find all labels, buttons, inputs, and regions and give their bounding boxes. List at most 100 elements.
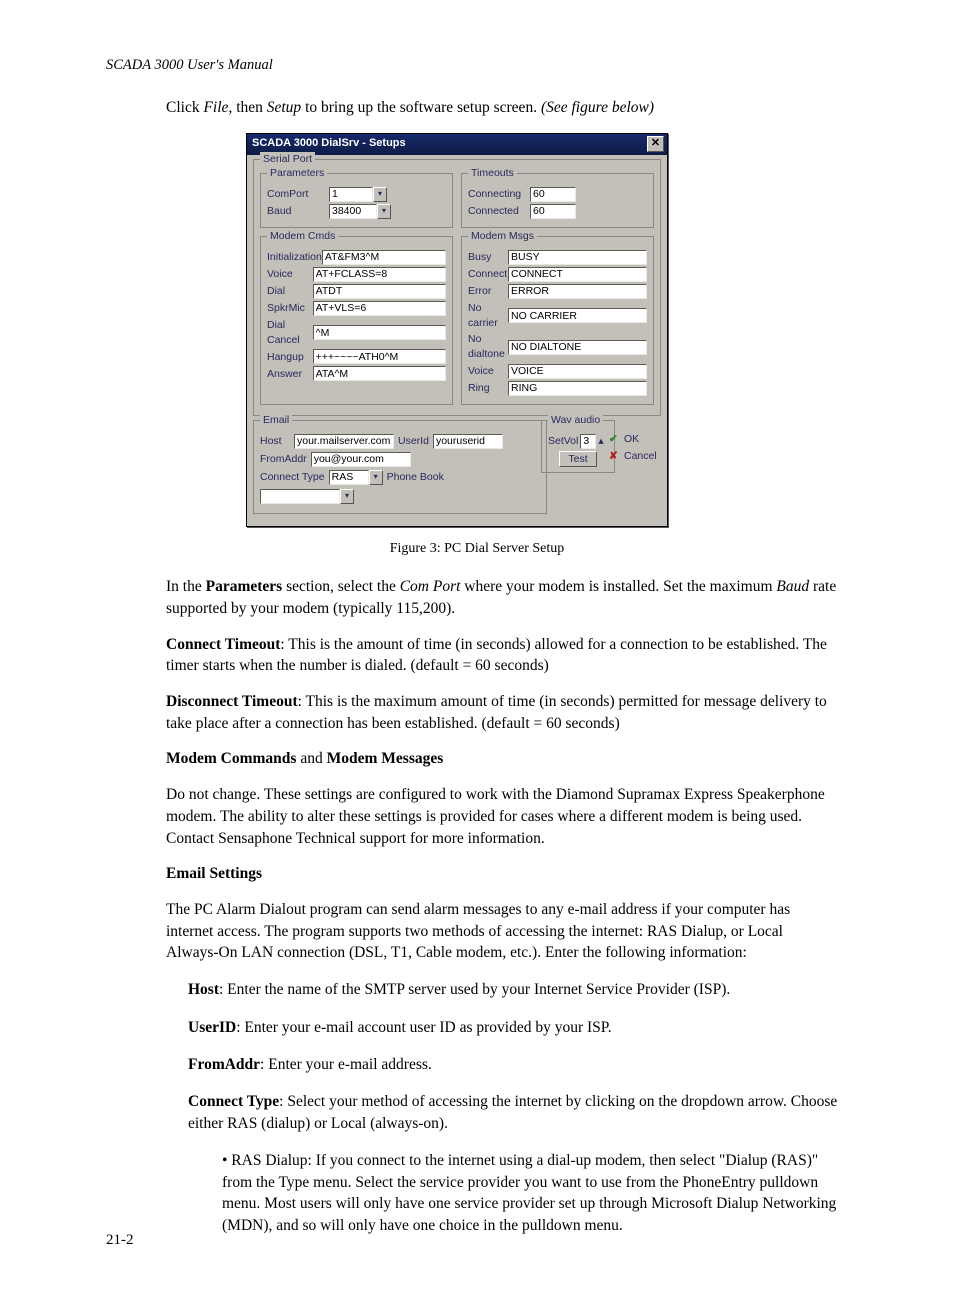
label: Dial Cancel (267, 318, 313, 347)
paragraph: The PC Alarm Dialout program can send al… (166, 899, 838, 964)
paragraph: FromAddr: Enter your e-mail address. (188, 1054, 838, 1076)
busy-input[interactable] (508, 250, 647, 265)
group-label: Parameters (267, 166, 327, 181)
hangup-input[interactable] (313, 349, 446, 364)
t: Parameters (206, 578, 283, 595)
label: SpkrMic (267, 301, 313, 316)
init-input[interactable] (322, 250, 446, 265)
paragraph: Disconnect Timeout: This is the maximum … (166, 691, 838, 734)
dialog-figure: SCADA 3000 DialSrv - Setups ✕ Serial Por… (246, 133, 848, 527)
voice-input[interactable] (313, 267, 446, 282)
close-icon[interactable]: ✕ (647, 136, 664, 152)
paragraph: Host: Enter the name of the SMTP server … (188, 979, 838, 1001)
label: Voice (267, 267, 313, 282)
chevron-down-icon[interactable]: ▾ (377, 204, 391, 219)
label: Connected (468, 204, 530, 219)
t: : Select your method of accessing the in… (188, 1093, 837, 1132)
email-group: Email Host UserId FromAddr Connect (253, 420, 547, 514)
heading: Email Settings (166, 863, 838, 885)
group-label: Serial Port (260, 152, 315, 167)
label: Connect (468, 267, 508, 282)
t: Click (166, 99, 203, 116)
label: No carrier (468, 301, 508, 330)
spkrmic-input[interactable] (313, 301, 446, 316)
t: section, select the (282, 578, 400, 595)
close-icon: ✘ (609, 449, 621, 464)
group-label: Wav audio (548, 413, 603, 428)
t: File (203, 99, 228, 116)
comport-input[interactable] (329, 187, 373, 202)
ctype-input[interactable] (329, 470, 369, 485)
paragraph: Connect Timeout: This is the amount of t… (166, 634, 838, 677)
heading: Modem Commands and Modem Messages (166, 748, 838, 770)
label: Initialization (267, 250, 322, 265)
page-number: 21-2 (106, 1230, 134, 1251)
label: Dial (267, 284, 313, 299)
dialcancel-input[interactable] (313, 325, 446, 340)
connecting-input[interactable] (530, 187, 576, 202)
modem-msgs-group: Modem Msgs Busy Connect Error No carrier… (461, 236, 654, 405)
nocarrier-input[interactable] (508, 308, 647, 323)
label: Hangup (267, 350, 313, 365)
t: Modem Messages (327, 750, 444, 767)
t: Baud (776, 578, 809, 595)
parameters-group: Parameters ComPort▾ Baud▾ (260, 173, 453, 228)
label: Voice (468, 364, 508, 379)
t: FromAddr (188, 1056, 260, 1073)
t: Host (188, 981, 219, 998)
paragraph: Do not change. These settings are config… (166, 784, 838, 849)
voice-msg-input[interactable] (508, 364, 647, 379)
label: ComPort (267, 187, 329, 202)
connect-input[interactable] (508, 267, 647, 282)
paragraph: Connect Type: Select your method of acce… (188, 1091, 838, 1134)
t: : Enter your e-mail account user ID as p… (236, 1019, 611, 1036)
label: No dialtone (468, 332, 508, 361)
spinner-icon[interactable]: ▴ (598, 434, 603, 449)
modem-cmds-group: Modem Cmds Initialization Voice Dial Spk… (260, 236, 453, 405)
running-head: SCADA 3000 User's Manual (106, 55, 848, 75)
paragraph: In the Parameters section, select the Co… (166, 576, 838, 619)
connected-input[interactable] (530, 204, 576, 219)
label: Connecting (468, 187, 530, 202)
label: SetVol (548, 434, 578, 449)
label: Cancel (624, 449, 657, 464)
test-button[interactable]: Test (559, 451, 596, 467)
t: Connect Type (188, 1093, 279, 1110)
timeouts-group: Timeouts Connecting Connected (461, 173, 654, 228)
baud-input[interactable] (329, 204, 377, 219)
label: Connect Type (260, 470, 325, 485)
label: Host (260, 434, 290, 449)
ok-button[interactable]: ✔OK (609, 432, 657, 447)
label: Answer (267, 367, 313, 382)
t: : Enter the name of the SMTP server used… (219, 981, 730, 998)
t: Connect Timeout (166, 636, 280, 653)
t: Modem Commands (166, 750, 296, 767)
error-input[interactable] (508, 284, 647, 299)
ring-input[interactable] (508, 381, 647, 396)
t: to bring up the software setup screen. (301, 99, 541, 116)
host-input[interactable] (294, 434, 394, 449)
t: where your modem is installed. Set the m… (460, 578, 776, 595)
t: , then (228, 99, 266, 116)
bullet-paragraph: • RAS Dialup: If you connect to the inte… (222, 1150, 838, 1237)
t: In the (166, 578, 206, 595)
dial-input[interactable] (313, 284, 446, 299)
label: UserId (398, 434, 429, 449)
chevron-down-icon[interactable]: ▾ (373, 187, 387, 202)
cancel-button[interactable]: ✘Cancel (609, 449, 657, 464)
phonebook-input[interactable] (260, 489, 340, 504)
label: FromAddr (260, 452, 307, 467)
fromaddr-input[interactable] (311, 452, 411, 467)
label: Busy (468, 250, 508, 265)
chevron-down-icon[interactable]: ▾ (340, 489, 354, 504)
setvol-input[interactable] (580, 434, 596, 449)
userid-input[interactable] (433, 434, 503, 449)
group-label: Modem Msgs (468, 229, 537, 244)
label: Ring (468, 381, 508, 396)
t: Disconnect Timeout (166, 693, 298, 710)
answer-input[interactable] (313, 366, 446, 381)
chevron-down-icon[interactable]: ▾ (369, 470, 383, 485)
t: UserID (188, 1019, 236, 1036)
nodialtone-input[interactable] (508, 340, 647, 355)
group-label: Email (260, 413, 292, 428)
